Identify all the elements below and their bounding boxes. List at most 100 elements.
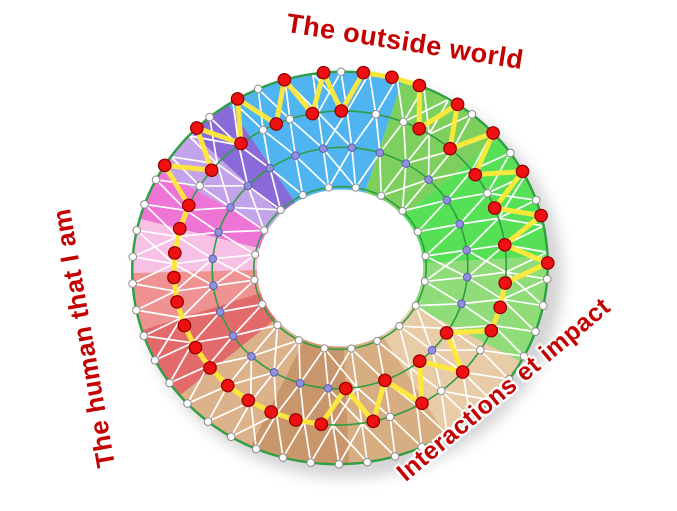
ring-node <box>258 125 268 135</box>
mesh-line <box>431 349 443 392</box>
mesh-line <box>401 179 430 212</box>
ring-node <box>205 112 214 122</box>
mesh-line <box>187 384 229 405</box>
sector-tan-dark <box>250 339 350 465</box>
mesh-line <box>212 258 255 281</box>
mesh-line <box>416 405 448 436</box>
red-node <box>385 70 399 85</box>
mesh-line <box>446 169 473 201</box>
mesh-line <box>375 77 398 115</box>
mesh-line <box>180 285 214 319</box>
ring-node <box>442 195 452 205</box>
mesh-line <box>368 73 377 115</box>
mesh-line <box>417 199 448 233</box>
mesh-line <box>405 133 430 165</box>
red-node <box>412 354 427 368</box>
mesh-line <box>299 383 305 422</box>
mesh-line <box>144 203 187 212</box>
ring-node <box>398 206 407 216</box>
mesh-line <box>275 382 301 415</box>
red-node <box>439 326 454 340</box>
mesh-line <box>332 424 340 465</box>
mesh-line <box>446 192 488 201</box>
ring-node <box>150 355 160 365</box>
mesh-line <box>417 223 460 233</box>
mesh-line <box>502 298 544 307</box>
mesh-line <box>459 192 489 225</box>
ring-node <box>466 414 475 424</box>
mesh-line <box>354 152 381 189</box>
mesh-line <box>409 367 442 392</box>
red-node <box>486 126 500 140</box>
ring-node <box>467 110 477 119</box>
ring-node <box>208 254 218 264</box>
sector-pink-light <box>132 218 260 274</box>
mesh-line <box>461 371 472 419</box>
mesh-line <box>192 335 234 344</box>
mesh-line <box>213 279 255 287</box>
mesh-line <box>379 121 405 154</box>
mesh-line <box>191 311 221 344</box>
ring-node <box>542 274 552 284</box>
mesh-line <box>467 271 507 279</box>
ring-node <box>420 277 429 286</box>
ring-node <box>427 345 437 355</box>
mesh-line <box>487 192 537 201</box>
mesh-line <box>185 209 220 233</box>
mesh-line <box>247 185 266 231</box>
ring-node <box>413 227 422 236</box>
red-node <box>204 163 219 178</box>
red-node <box>277 72 292 87</box>
sector-purple <box>191 104 296 214</box>
mesh-line <box>350 348 358 388</box>
mesh-line <box>416 405 423 448</box>
mesh-line <box>170 156 201 187</box>
mesh-line <box>294 155 304 196</box>
mesh-line <box>177 231 219 238</box>
mesh-line <box>257 88 291 120</box>
ring-node <box>385 412 395 422</box>
red-node <box>170 295 184 309</box>
mesh-line <box>143 316 182 337</box>
ring-node <box>436 386 446 396</box>
mesh-line <box>269 167 282 211</box>
ring-node <box>276 205 285 214</box>
mesh-line <box>216 163 249 187</box>
ring-node <box>165 378 174 388</box>
ring-node <box>347 344 356 353</box>
red-node <box>497 237 512 252</box>
ring-node <box>260 226 269 235</box>
red-node <box>241 393 256 408</box>
red-node <box>264 405 279 419</box>
mesh-line <box>428 169 472 181</box>
mesh-line <box>269 167 304 196</box>
mesh-line <box>403 98 450 123</box>
mesh-line <box>389 416 396 457</box>
ring-node <box>298 190 307 200</box>
mesh-line <box>154 342 193 362</box>
mesh-line <box>250 371 275 403</box>
mesh-line <box>207 335 234 367</box>
red-node <box>234 136 248 151</box>
ring-node <box>139 331 149 341</box>
mesh-line <box>424 280 462 305</box>
mesh-line <box>173 263 214 287</box>
red-node <box>540 256 555 270</box>
mesh-line <box>425 255 468 278</box>
ring-node <box>294 336 304 345</box>
ring-node <box>462 272 472 282</box>
ring-node <box>455 219 465 229</box>
mesh-line <box>132 263 175 285</box>
ring-node <box>215 307 225 317</box>
sector-red <box>141 292 276 396</box>
mesh-line <box>498 217 544 227</box>
ring-node <box>486 395 496 405</box>
sector-green-light <box>412 256 548 362</box>
mesh-line <box>303 387 329 423</box>
mesh-line <box>424 223 461 257</box>
mesh-line <box>289 118 324 150</box>
ring-node <box>417 442 427 452</box>
mesh-line <box>323 348 329 389</box>
mesh-line <box>427 149 453 181</box>
